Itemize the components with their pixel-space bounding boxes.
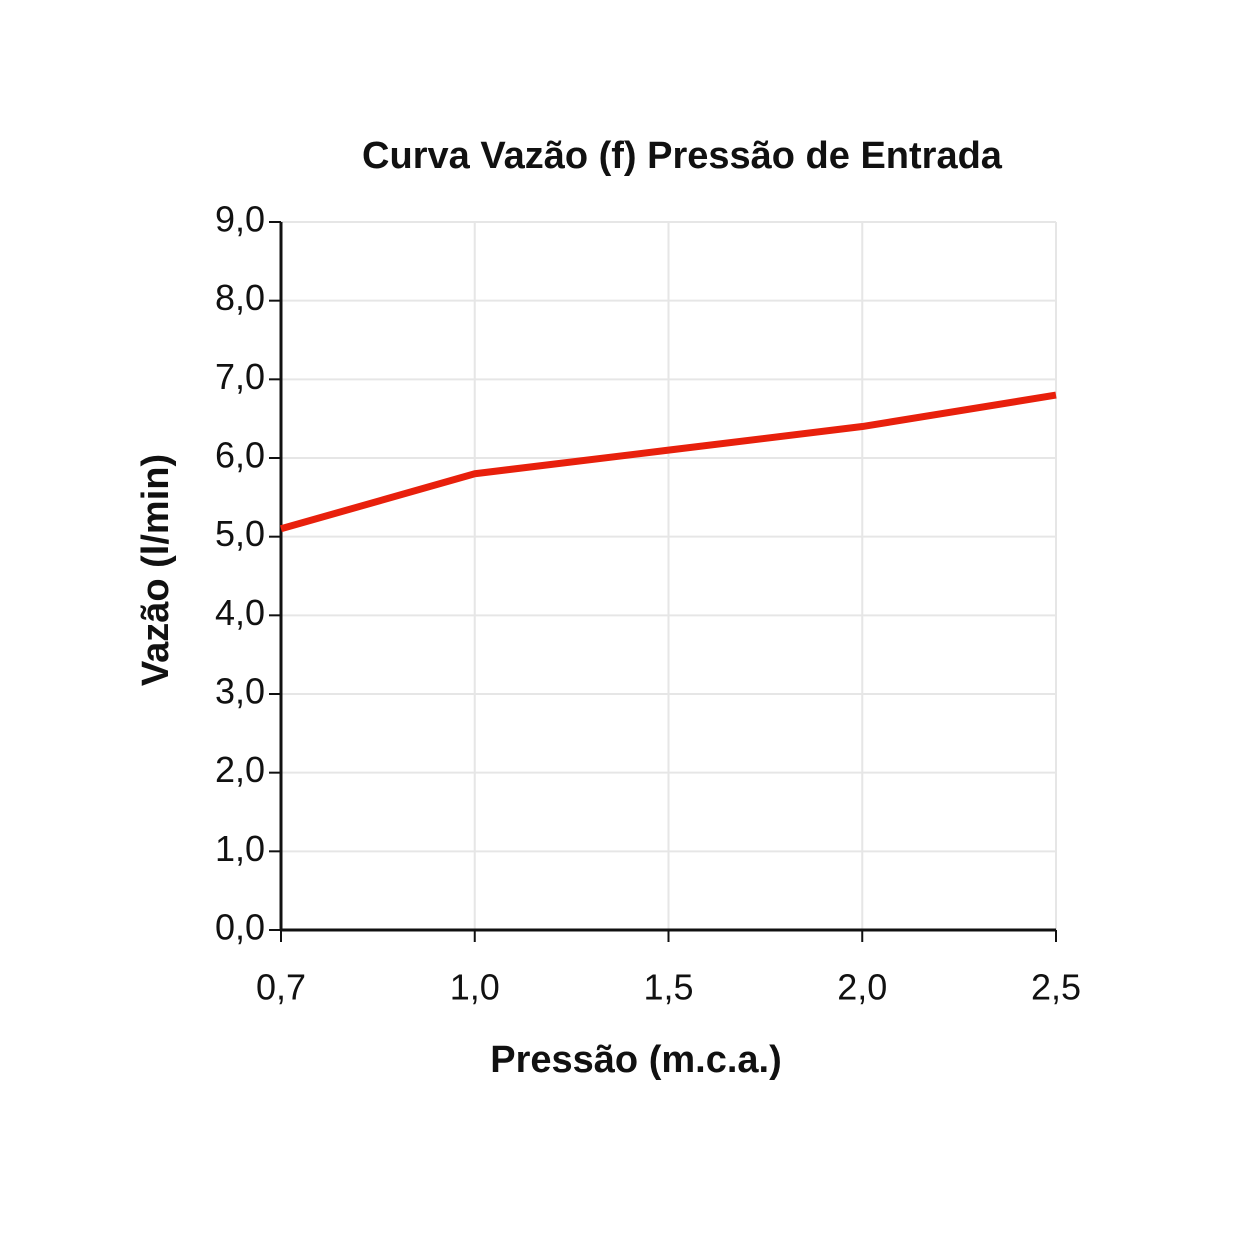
y-tick-label: 7,0	[215, 356, 265, 397]
y-tick-label: 0,0	[215, 907, 265, 948]
x-tick-label: 1,5	[643, 967, 693, 1008]
y-tick-label: 6,0	[215, 435, 265, 476]
x-tick-label: 2,0	[837, 967, 887, 1008]
y-tick-label: 2,0	[215, 749, 265, 790]
y-tick-label: 5,0	[215, 513, 265, 554]
line	[280, 391, 1057, 533]
y-tick-label: 8,0	[215, 277, 265, 318]
y-tick-label: 3,0	[215, 671, 265, 712]
x-axis-title: Pressão (m.c.a.)	[490, 1039, 781, 1081]
chart-title: Curva Vazão (f) Pressão de Entrada	[362, 135, 1003, 177]
x-tick-label: 0,7	[256, 967, 306, 1008]
y-axis-title: Vazão (l/min)	[135, 454, 177, 686]
x-tick-label: 1,0	[450, 967, 500, 1008]
x-tick-label: 2,5	[1031, 967, 1081, 1008]
y-tick-label: 1,0	[215, 828, 265, 869]
y-tick-label: 4,0	[215, 592, 265, 633]
y-tick-label: 9,0	[215, 199, 265, 240]
